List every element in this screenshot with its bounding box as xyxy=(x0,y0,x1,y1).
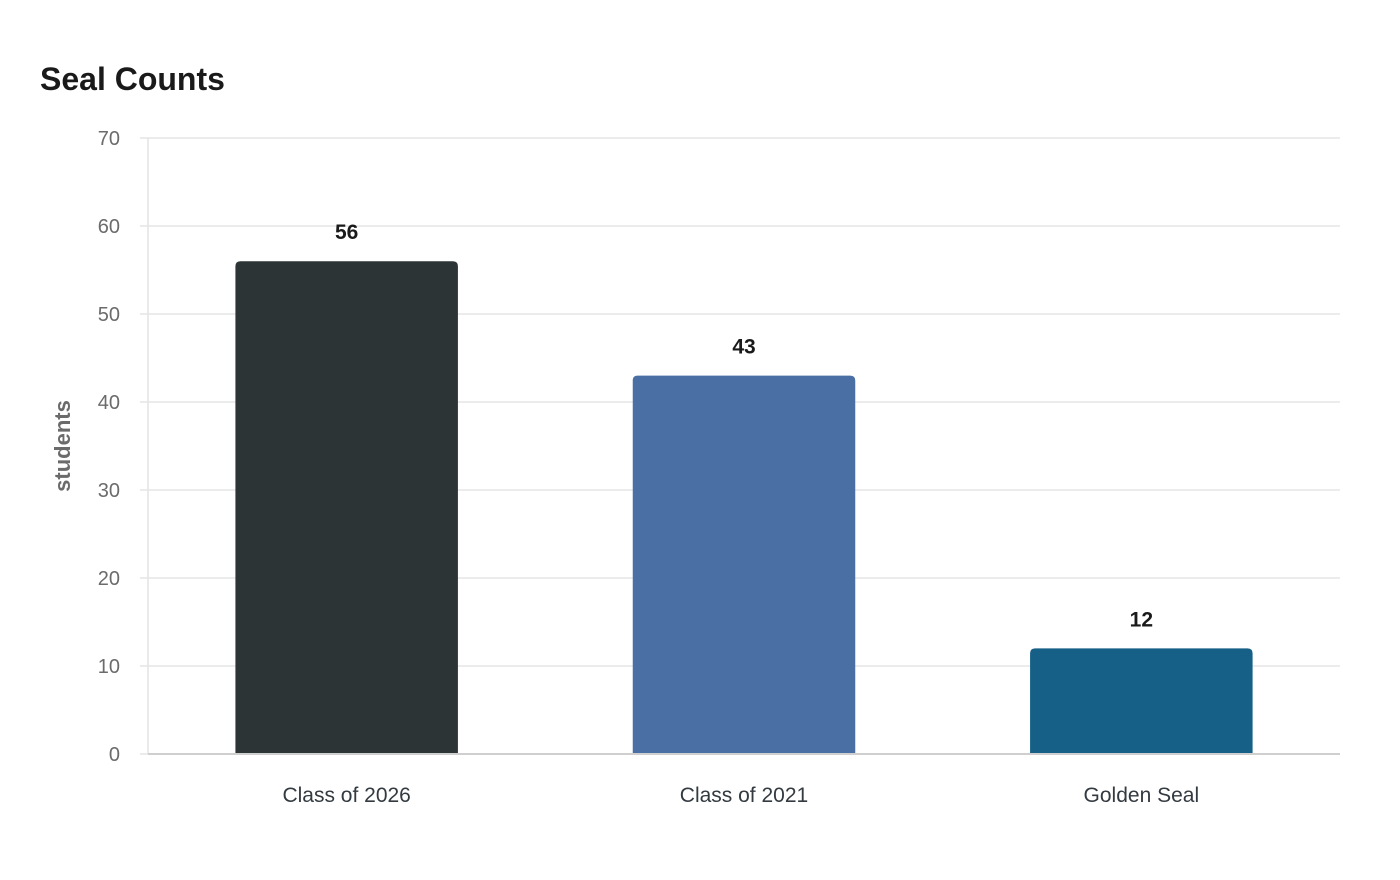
y-tick-label: 30 xyxy=(98,480,120,502)
y-axis-ticks: 0 10 20 30 40 50 60 70 xyxy=(98,128,148,766)
x-axis-categories: Class of 2026 Class of 2021 Golden Seal xyxy=(282,784,1199,807)
y-axis-title: students xyxy=(50,400,75,492)
chart-title: Seal Counts xyxy=(40,61,225,97)
bar-value-label: 43 xyxy=(732,336,755,359)
x-category-label: Class of 2021 xyxy=(680,784,808,807)
bars xyxy=(235,261,1253,754)
y-tick-label: 20 xyxy=(98,568,120,590)
x-category-label: Class of 2026 xyxy=(282,784,410,807)
bar-value-label: 12 xyxy=(1130,608,1153,631)
bar-value-label: 56 xyxy=(335,221,358,244)
y-tick-label: 0 xyxy=(109,744,120,766)
bar-golden-seal xyxy=(1030,648,1253,754)
bar-class-of-2021 xyxy=(632,375,856,754)
axes xyxy=(147,138,1340,755)
value-labels: 56 43 12 xyxy=(335,221,1153,631)
y-tick-label: 50 xyxy=(98,304,120,326)
y-tick-label: 40 xyxy=(98,392,120,414)
y-tick-label: 70 xyxy=(98,128,120,150)
bar-class-of-2026 xyxy=(235,261,458,754)
x-category-label: Golden Seal xyxy=(1084,784,1200,807)
y-tick-label: 10 xyxy=(98,656,120,678)
y-tick-label: 60 xyxy=(98,216,120,238)
